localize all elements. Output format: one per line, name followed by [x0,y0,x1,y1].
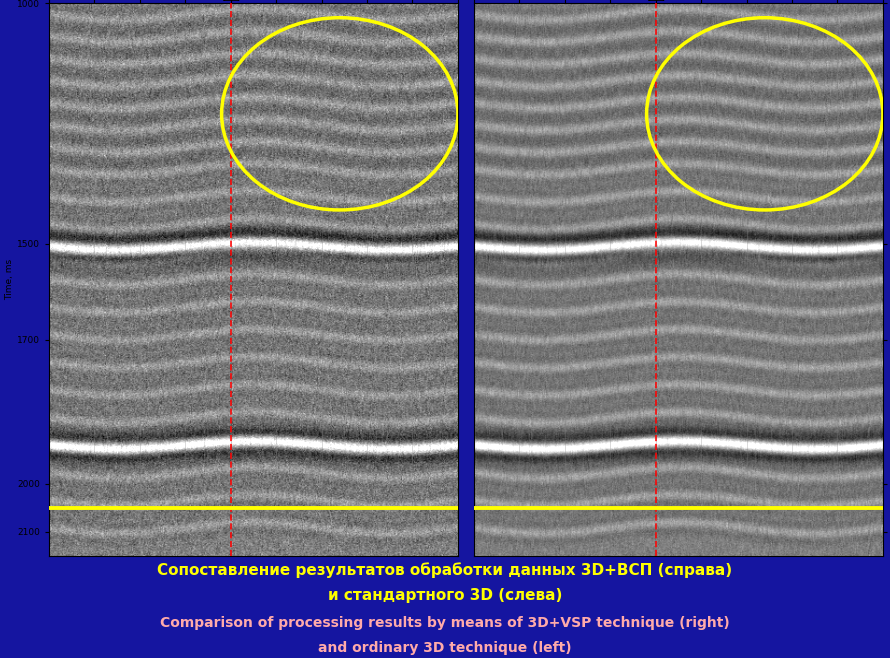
Y-axis label: Time, ms: Time, ms [5,259,14,300]
Text: and ordinary 3D technique (left): and ordinary 3D technique (left) [319,641,571,655]
Text: и стандартного 3D (слева): и стандартного 3D (слева) [328,588,562,603]
Text: Comparison of processing results by means of 3D+VSP technique (right): Comparison of processing results by mean… [160,616,730,630]
Text: Сопоставление результатов обработки данных 3D+ВСП (справа): Сопоставление результатов обработки данн… [158,563,732,578]
